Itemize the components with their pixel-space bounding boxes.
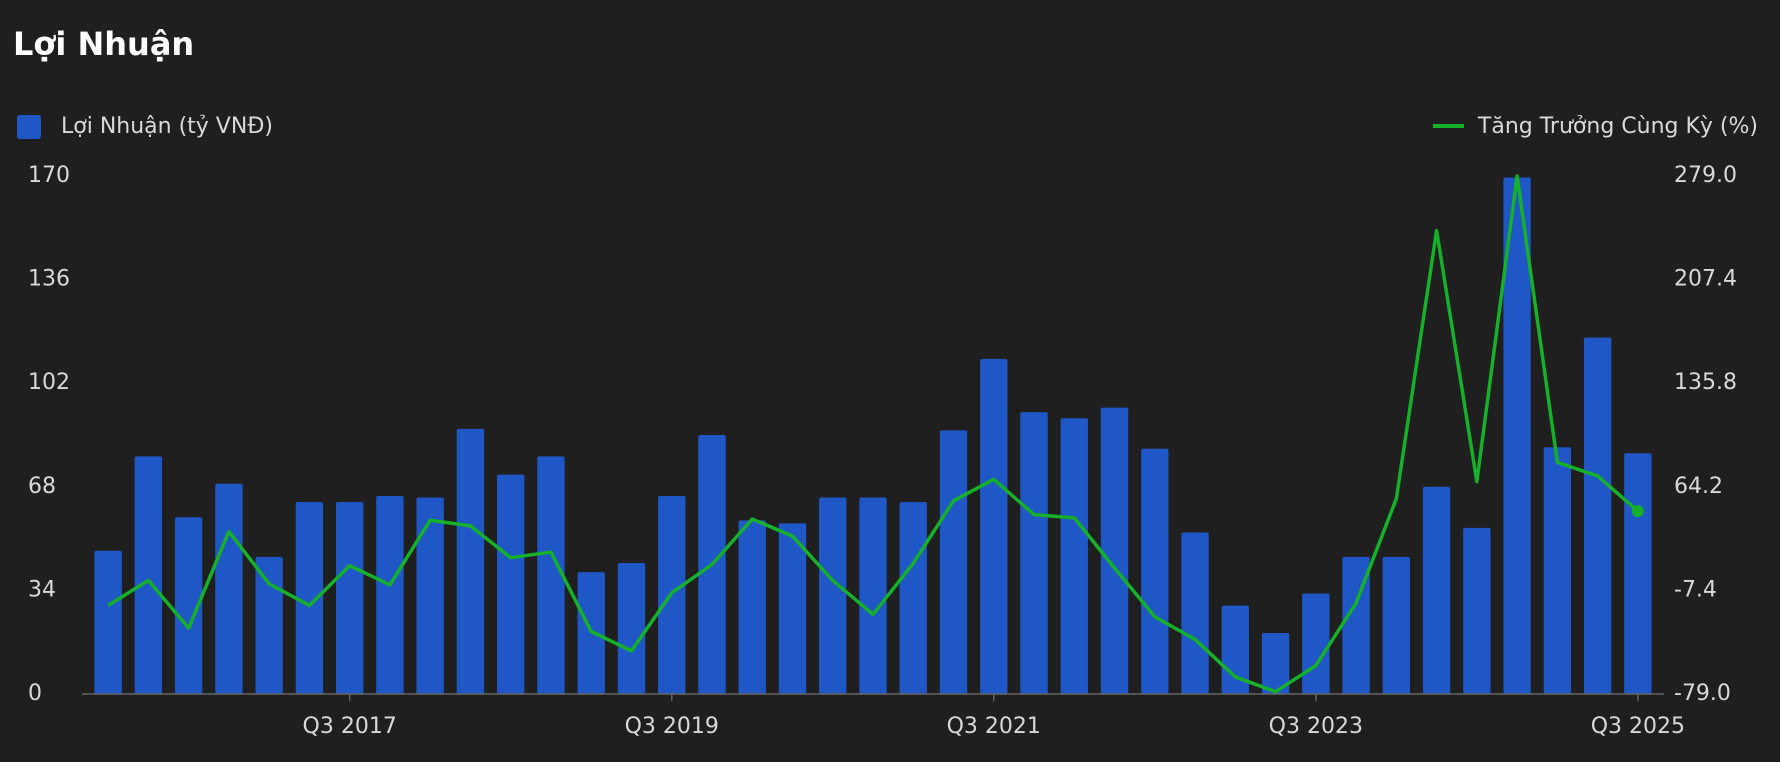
bar <box>859 497 887 694</box>
bar <box>1060 418 1088 694</box>
y2-tick-label: 207.4 <box>1674 267 1737 292</box>
line-end-dot <box>1631 505 1644 518</box>
x-tick-label: Q3 2025 <box>1591 714 1685 739</box>
bar <box>1141 448 1169 694</box>
y2-tick-label: 135.8 <box>1674 370 1737 395</box>
bar <box>255 556 283 694</box>
bar <box>1020 412 1048 694</box>
bar <box>376 495 404 694</box>
bar <box>819 497 847 694</box>
y2-tick-label: 279.0 <box>1674 163 1737 188</box>
bar <box>617 562 646 694</box>
legend-label: Lợi Nhuận (tỷ VNĐ) <box>61 114 273 139</box>
bar <box>1463 527 1491 694</box>
x-tick-label: Q3 2023 <box>1269 714 1363 739</box>
y-tick-label: 102 <box>28 370 70 395</box>
bar <box>1422 486 1451 694</box>
line <box>107 174 1640 694</box>
y2-tick-label: -79.0 <box>1674 681 1731 706</box>
bar <box>456 428 485 694</box>
y-tick-label: 0 <box>28 681 42 706</box>
bar <box>537 456 565 694</box>
x-tick-label: Q3 2019 <box>625 714 719 739</box>
bar <box>778 523 807 694</box>
bar <box>1624 453 1652 694</box>
bar <box>497 474 525 694</box>
bar <box>1100 407 1129 694</box>
bar <box>335 502 364 694</box>
y-tick-label: 68 <box>28 474 56 499</box>
legend-swatch <box>17 115 41 139</box>
x-tick-label: Q3 2021 <box>947 714 1041 739</box>
bar <box>939 430 968 694</box>
bar <box>1302 593 1330 694</box>
chart-title: Lợi Nhuận <box>13 25 194 63</box>
bar <box>1583 337 1612 694</box>
bar <box>899 502 927 694</box>
bar <box>1503 177 1531 694</box>
bar <box>1261 633 1290 694</box>
y-tick-label: 136 <box>28 267 70 292</box>
y2-tick-label: 64.2 <box>1674 474 1723 499</box>
bar <box>134 456 163 694</box>
y-tick-label: 170 <box>28 163 70 188</box>
bar <box>94 550 122 694</box>
x-tick-label: Q3 2017 <box>303 714 397 739</box>
bar <box>1181 532 1209 694</box>
y-tick-label: 34 <box>28 577 56 602</box>
y2-tick-label: -7.4 <box>1674 577 1717 602</box>
bar <box>416 497 444 694</box>
bar <box>215 483 243 694</box>
legend-label: Tăng Trưởng Cùng Kỳ (%) <box>1477 114 1758 139</box>
bar <box>295 502 324 694</box>
bar <box>1382 556 1411 694</box>
bar <box>174 517 203 694</box>
bar <box>738 520 766 694</box>
bar <box>1342 556 1370 694</box>
bar <box>980 358 1008 694</box>
bar <box>1543 447 1572 694</box>
